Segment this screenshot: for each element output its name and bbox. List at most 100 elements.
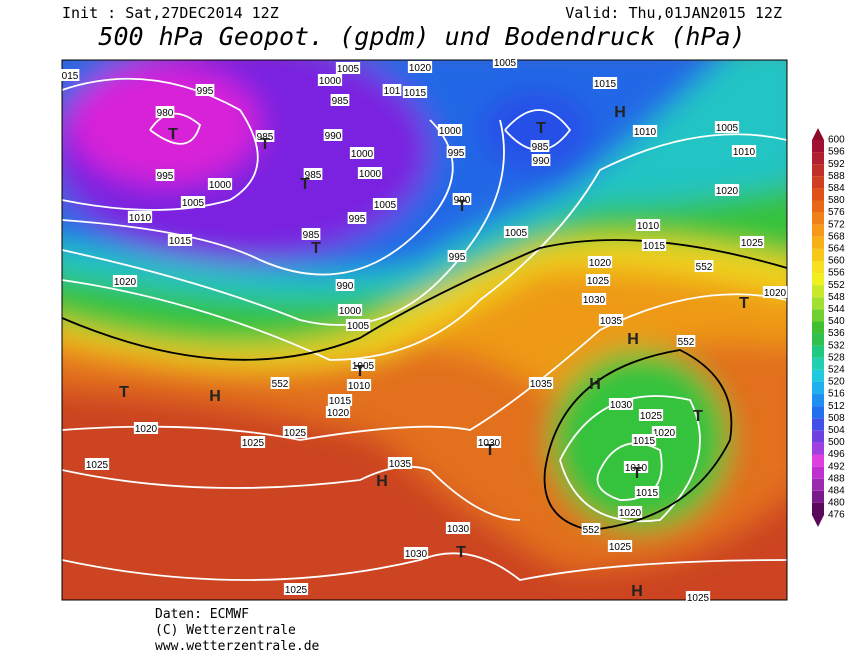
isobar-label-box <box>503 226 529 238</box>
isobar-label-text: 1015 <box>594 79 617 90</box>
footer-source: Daten: ECMWF <box>155 607 249 622</box>
isobar-label-box <box>617 506 643 518</box>
legend-label: 548 <box>828 292 845 303</box>
isobar-label-text: 1010 <box>625 463 648 474</box>
isobar-label: 1005 <box>350 359 376 372</box>
isobar-label: 1015 <box>327 394 353 407</box>
isobar-label-box <box>372 198 398 210</box>
isobar-label-box <box>133 422 159 434</box>
isobar-label-text: 985 <box>532 142 549 153</box>
isobar-label-box <box>337 304 363 316</box>
isobar-label-text: 1030 <box>447 524 470 535</box>
pressure-center: T <box>457 198 467 215</box>
isobar-label-box <box>685 591 711 603</box>
isobar-label-box <box>607 540 633 552</box>
isobar-label-text: 1015 <box>636 488 659 499</box>
pressure-center: T <box>119 384 129 401</box>
pressure-center: H <box>376 473 388 490</box>
geopotential-label: 552 <box>694 260 714 273</box>
isobar-label: 1010 <box>632 125 658 138</box>
isobar-label: 995 <box>195 84 215 97</box>
isobar-label-box <box>327 394 353 406</box>
legend-label: 588 <box>828 171 845 182</box>
isobar-label: 1005 <box>335 62 361 75</box>
isobar-label-text: 995 <box>349 214 366 225</box>
isobar-label-text: 1020 <box>114 277 137 288</box>
legend-swatch <box>812 224 824 237</box>
isobar-label: 1005 <box>345 319 371 332</box>
isobar-label-box <box>346 379 372 391</box>
isobar-label-box <box>632 125 658 137</box>
isobar-label-box <box>635 219 661 231</box>
legend-swatch <box>812 454 824 467</box>
isobar-label-box <box>446 146 466 158</box>
pressure-center: H <box>209 388 221 405</box>
isobar-label-box <box>587 256 613 268</box>
isobar-label-text: 1025 <box>741 238 764 249</box>
legend-label: 564 <box>828 244 845 255</box>
geopotential-label: 552 <box>581 523 601 536</box>
pressure-center: T <box>693 408 703 425</box>
legend-label: 488 <box>828 473 845 484</box>
geopotential-label-text: 552 <box>583 525 600 536</box>
isobar-label: 995 <box>155 169 175 182</box>
legend-swatch <box>812 490 824 503</box>
valid-time: Valid: Thu,01JAN2015 12Z <box>565 4 782 22</box>
legend-label: 512 <box>828 401 845 412</box>
isobar-label-box <box>592 77 618 89</box>
isobar-label-text: 1005 <box>494 58 517 69</box>
isobar-label-box <box>638 409 664 421</box>
isobar-label-text: 1000 <box>319 76 342 87</box>
isobar-label-box <box>282 426 308 438</box>
isobar-label-box <box>634 486 660 498</box>
isobar-label-text: 1020 <box>764 288 787 299</box>
isobar-label-box <box>155 106 175 118</box>
isobar-label: 990 <box>531 154 551 167</box>
legend-label: 592 <box>828 159 845 170</box>
legend-label: 496 <box>828 449 845 460</box>
isobar-label-text: 1005 <box>337 64 360 75</box>
isobar-label-box <box>387 457 413 469</box>
isobar-label-text: 990 <box>325 131 342 142</box>
isobar-label-text: 995 <box>449 252 466 263</box>
isobar-label: 1020 <box>651 426 677 439</box>
isobar-label-box <box>335 279 355 291</box>
isobar-label: 985 <box>301 228 321 241</box>
init-time: Init : Sat,27DEC2014 12Z <box>62 4 279 22</box>
isobar-label-text: 990 <box>533 156 550 167</box>
footer-url: www.wetterzentrale.de <box>155 639 320 654</box>
isobar-label: 1010 <box>623 461 649 474</box>
legend-label: 580 <box>828 195 845 206</box>
isobar-label: 1020 <box>325 406 351 419</box>
legend-label: 516 <box>828 389 845 400</box>
isobar-label-box <box>330 94 350 106</box>
isobar-label-text: 990 <box>337 281 354 292</box>
isobar-label-text: 1010 <box>733 147 756 158</box>
isobar-label: 1025 <box>84 458 110 471</box>
isobar-label-box <box>347 212 367 224</box>
isobar-label-box <box>155 169 175 181</box>
legend-swatch <box>812 176 824 189</box>
isobar-label: 995 <box>347 212 367 225</box>
legend-swatch <box>812 466 824 479</box>
pressure-center: H <box>631 583 643 600</box>
footer-copyright: (C) Wetterzentrale <box>155 623 296 638</box>
isobar-label-box <box>60 69 80 81</box>
pressure-center: T <box>168 126 178 143</box>
isobar-label-text: 985 <box>332 96 349 107</box>
isobar-label-box <box>335 62 361 74</box>
isobar-label-box <box>531 154 551 166</box>
map-field <box>62 60 787 600</box>
isobar-label: 1015 <box>641 239 667 252</box>
isobar-label: 1030 <box>403 547 429 560</box>
legend-label: 596 <box>828 147 845 158</box>
isobar-label-box <box>598 314 624 326</box>
isobar-label-box <box>631 434 657 446</box>
geopotential-label-box <box>581 523 601 535</box>
isobar-label: 1030 <box>581 293 607 306</box>
isobar-label-text: 1020 <box>409 63 432 74</box>
isobar-label-text: 1005 <box>716 123 739 134</box>
legend-label: 560 <box>828 256 845 267</box>
isobar-label-box <box>402 86 428 98</box>
